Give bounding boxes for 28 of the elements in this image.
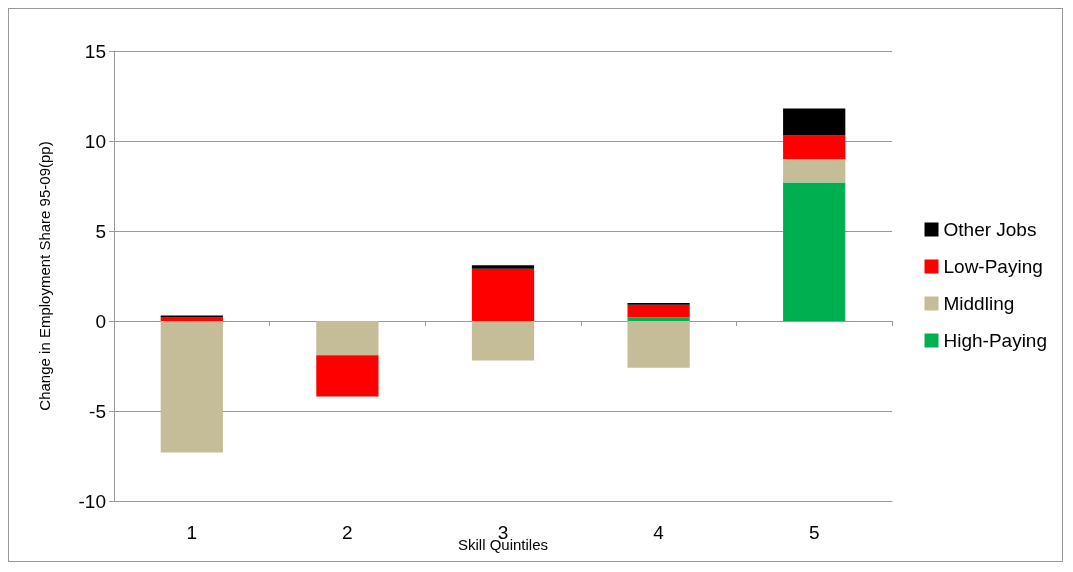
y-axis-title: Change in Employment Share 95-09(pp) [36,141,53,411]
legend-label: High-Paying [943,330,1047,351]
y-tick-label: -5 [89,400,106,422]
bar [783,108,846,136]
x-tick-label: 5 [808,522,820,543]
y-tick-label: 0 [95,310,106,332]
bar [471,268,535,321]
bar [783,182,846,321]
bar [627,317,690,321]
x-tick-label: 4 [653,522,665,543]
y-tick-label: 10 [84,130,106,152]
x-tick-label: 1 [186,522,198,543]
bar [316,321,379,356]
legend-label: Middling [943,293,1015,314]
x-tick-label: 2 [342,522,353,543]
y-tick-label: 15 [84,40,106,62]
bar [471,321,535,361]
bar [627,304,690,318]
bar [783,159,846,183]
bar [316,355,379,397]
bar [783,135,846,159]
y-tick-label: -10 [78,490,106,512]
legend-label: Other Jobs [943,219,1037,240]
bar [627,321,690,368]
bar [471,265,535,269]
legend-label: Low-Paying [943,256,1043,277]
bar [160,321,223,453]
y-tick-label: 5 [95,220,106,242]
